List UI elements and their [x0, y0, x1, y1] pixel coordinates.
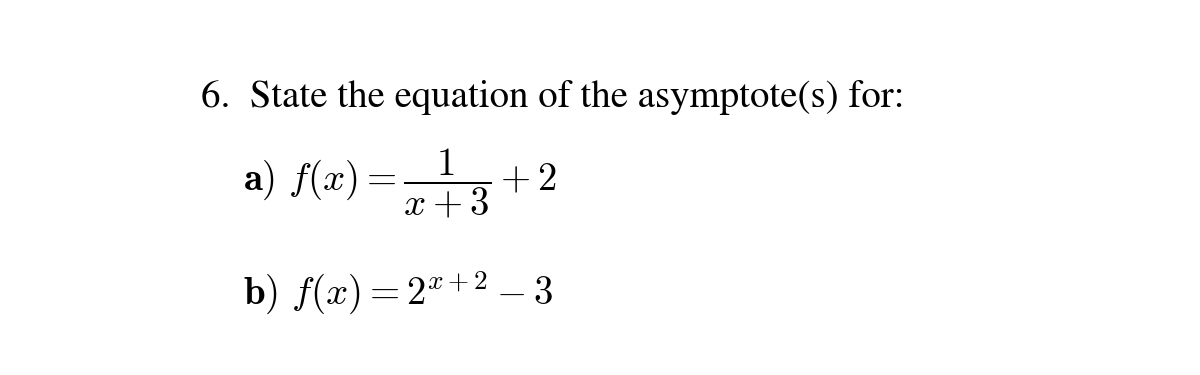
Text: $\mathbf{a)}\ f(x) = \dfrac{1}{x+3}+2$: $\mathbf{a)}\ f(x) = \dfrac{1}{x+3}+2$: [242, 147, 557, 220]
Text: $\mathbf{b)}\ f(x) = 2^{x+2}-3$: $\mathbf{b)}\ f(x) = 2^{x+2}-3$: [242, 270, 553, 317]
Text: 6.  State the equation of the asymptote(s) for:: 6. State the equation of the asymptote(s…: [202, 80, 905, 115]
